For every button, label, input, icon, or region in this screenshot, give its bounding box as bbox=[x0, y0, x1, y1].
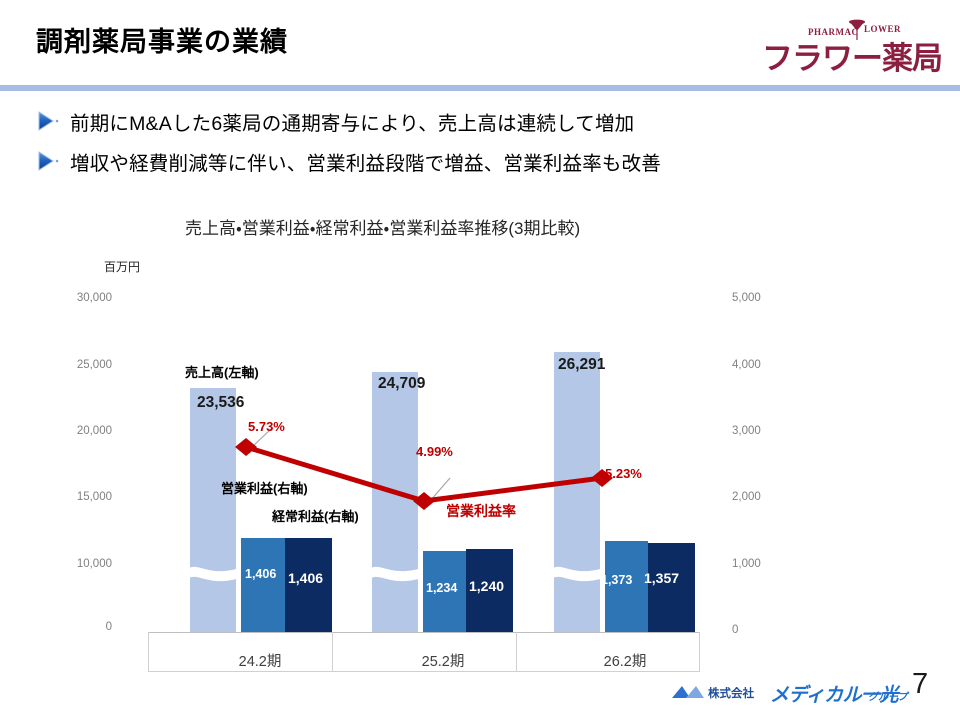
chart-unit-label: 百万円 bbox=[104, 260, 141, 274]
page-number: 7 bbox=[912, 668, 929, 700]
page-title: 調剤薬局事業の業績 bbox=[36, 27, 288, 57]
bar-ordinary-profit bbox=[648, 543, 695, 632]
category-label: 24.2期 bbox=[238, 654, 282, 670]
series-label-operating-profit: 営業利益(右軸) bbox=[221, 481, 308, 496]
category-separator bbox=[516, 632, 517, 672]
bar-sales bbox=[190, 388, 236, 632]
bar-value-operating-profit: 1,406 bbox=[245, 567, 277, 581]
right-axis-tick: 5,000 bbox=[732, 292, 761, 304]
bar-value-operating-profit: 1,234 bbox=[426, 581, 458, 595]
bar-sales bbox=[372, 372, 418, 632]
bar-operating-profit bbox=[605, 541, 648, 632]
x-axis-line bbox=[148, 632, 700, 633]
bar-operating-profit bbox=[241, 538, 285, 632]
header-divider bbox=[0, 85, 960, 91]
brand-logo: PHARMAC LOWER フラワー薬局 bbox=[752, 18, 943, 80]
footer-logo: 株式会社 メディカル一光 グループ bbox=[672, 680, 907, 706]
triangle-right-icon bbox=[36, 150, 62, 172]
footer-company-name: メディカル一光 bbox=[770, 685, 899, 706]
right-axis-tick: 0 bbox=[732, 624, 739, 636]
flower-icon bbox=[848, 19, 866, 40]
bar-value-ordinary-profit: 1,406 bbox=[288, 570, 324, 586]
bar-value-ordinary-profit: 1,240 bbox=[469, 578, 505, 594]
brand-pharmacy-text: PHARMAC bbox=[808, 27, 859, 37]
bar-value-ordinary-profit: 1,357 bbox=[644, 570, 680, 586]
left-axis-tick: 15,000 bbox=[76, 491, 112, 503]
bar-value-sales: 24,709 bbox=[378, 375, 426, 392]
rate-value-label: 5.73% bbox=[248, 419, 285, 434]
bar-operating-profit bbox=[423, 551, 466, 632]
category-label: 25.2期 bbox=[421, 654, 465, 670]
bar-sales bbox=[554, 352, 600, 632]
right-axis-tick: 4,000 bbox=[732, 359, 761, 371]
bar-ordinary-profit bbox=[466, 549, 513, 632]
brand-flower-text: LOWER bbox=[864, 24, 902, 34]
rate-value-label: 4.99% bbox=[416, 444, 453, 459]
series-label-operating-margin: 営業利益率 bbox=[446, 503, 516, 519]
list-item: 増収や経費削減等に伴い、営業利益段階で増益、営業利益率も改善 bbox=[36, 144, 661, 178]
left-axis-tick: 0 bbox=[105, 621, 112, 633]
chart-title: 売上高・営業利益・経常利益・営業利益率推移(3期比較) bbox=[185, 219, 581, 238]
mountain-mark-icon bbox=[672, 684, 704, 705]
left-axis-tick: 20,000 bbox=[76, 425, 112, 437]
bar-value-sales: 23,536 bbox=[197, 394, 245, 411]
left-axis-tick: 30,000 bbox=[76, 292, 112, 304]
triangle-right-icon bbox=[36, 110, 62, 132]
x-axis-frame bbox=[148, 632, 700, 672]
brand-name-text: フラワー薬局 bbox=[762, 41, 943, 76]
right-axis-tick: 1,000 bbox=[732, 558, 761, 570]
footer-company-suffix: グループ bbox=[868, 692, 908, 703]
bullet-text: 増収や経費削減等に伴い、営業利益段階で増益、営業利益率も改善 bbox=[70, 152, 662, 175]
bar-value-operating-profit: 1,373 bbox=[601, 573, 633, 587]
list-item: 前期にM&Aした6薬局の通期寄与により、売上高は連続して増加 bbox=[36, 104, 661, 138]
bar-value-sales: 26,291 bbox=[558, 356, 606, 373]
right-axis-tick: 3,000 bbox=[732, 425, 761, 437]
series-label-ordinary-profit: 経常利益(右軸) bbox=[272, 509, 359, 524]
footer-company-prefix: 株式会社 bbox=[708, 688, 754, 700]
category-separator bbox=[332, 632, 333, 672]
left-axis-tick: 10,000 bbox=[76, 558, 112, 570]
series-label-sales: 売上高(左軸) bbox=[185, 365, 259, 380]
category-label: 26.2期 bbox=[603, 654, 647, 670]
right-axis-tick: 2,000 bbox=[732, 491, 761, 503]
rate-value-label: 5.23% bbox=[605, 466, 642, 481]
line-marker-diamond bbox=[235, 438, 257, 456]
bullet-list: 前期にM&Aした6薬局の通期寄与により、売上高は連続して増加 増収や経費削減等に… bbox=[36, 104, 661, 184]
bullet-text: 前期にM&Aした6薬局の通期寄与により、売上高は連続して増加 bbox=[70, 112, 635, 135]
brand-logo-top: PHARMAC LOWER bbox=[752, 18, 942, 44]
left-axis-tick: 25,000 bbox=[76, 359, 112, 371]
bar-ordinary-profit bbox=[285, 538, 332, 632]
